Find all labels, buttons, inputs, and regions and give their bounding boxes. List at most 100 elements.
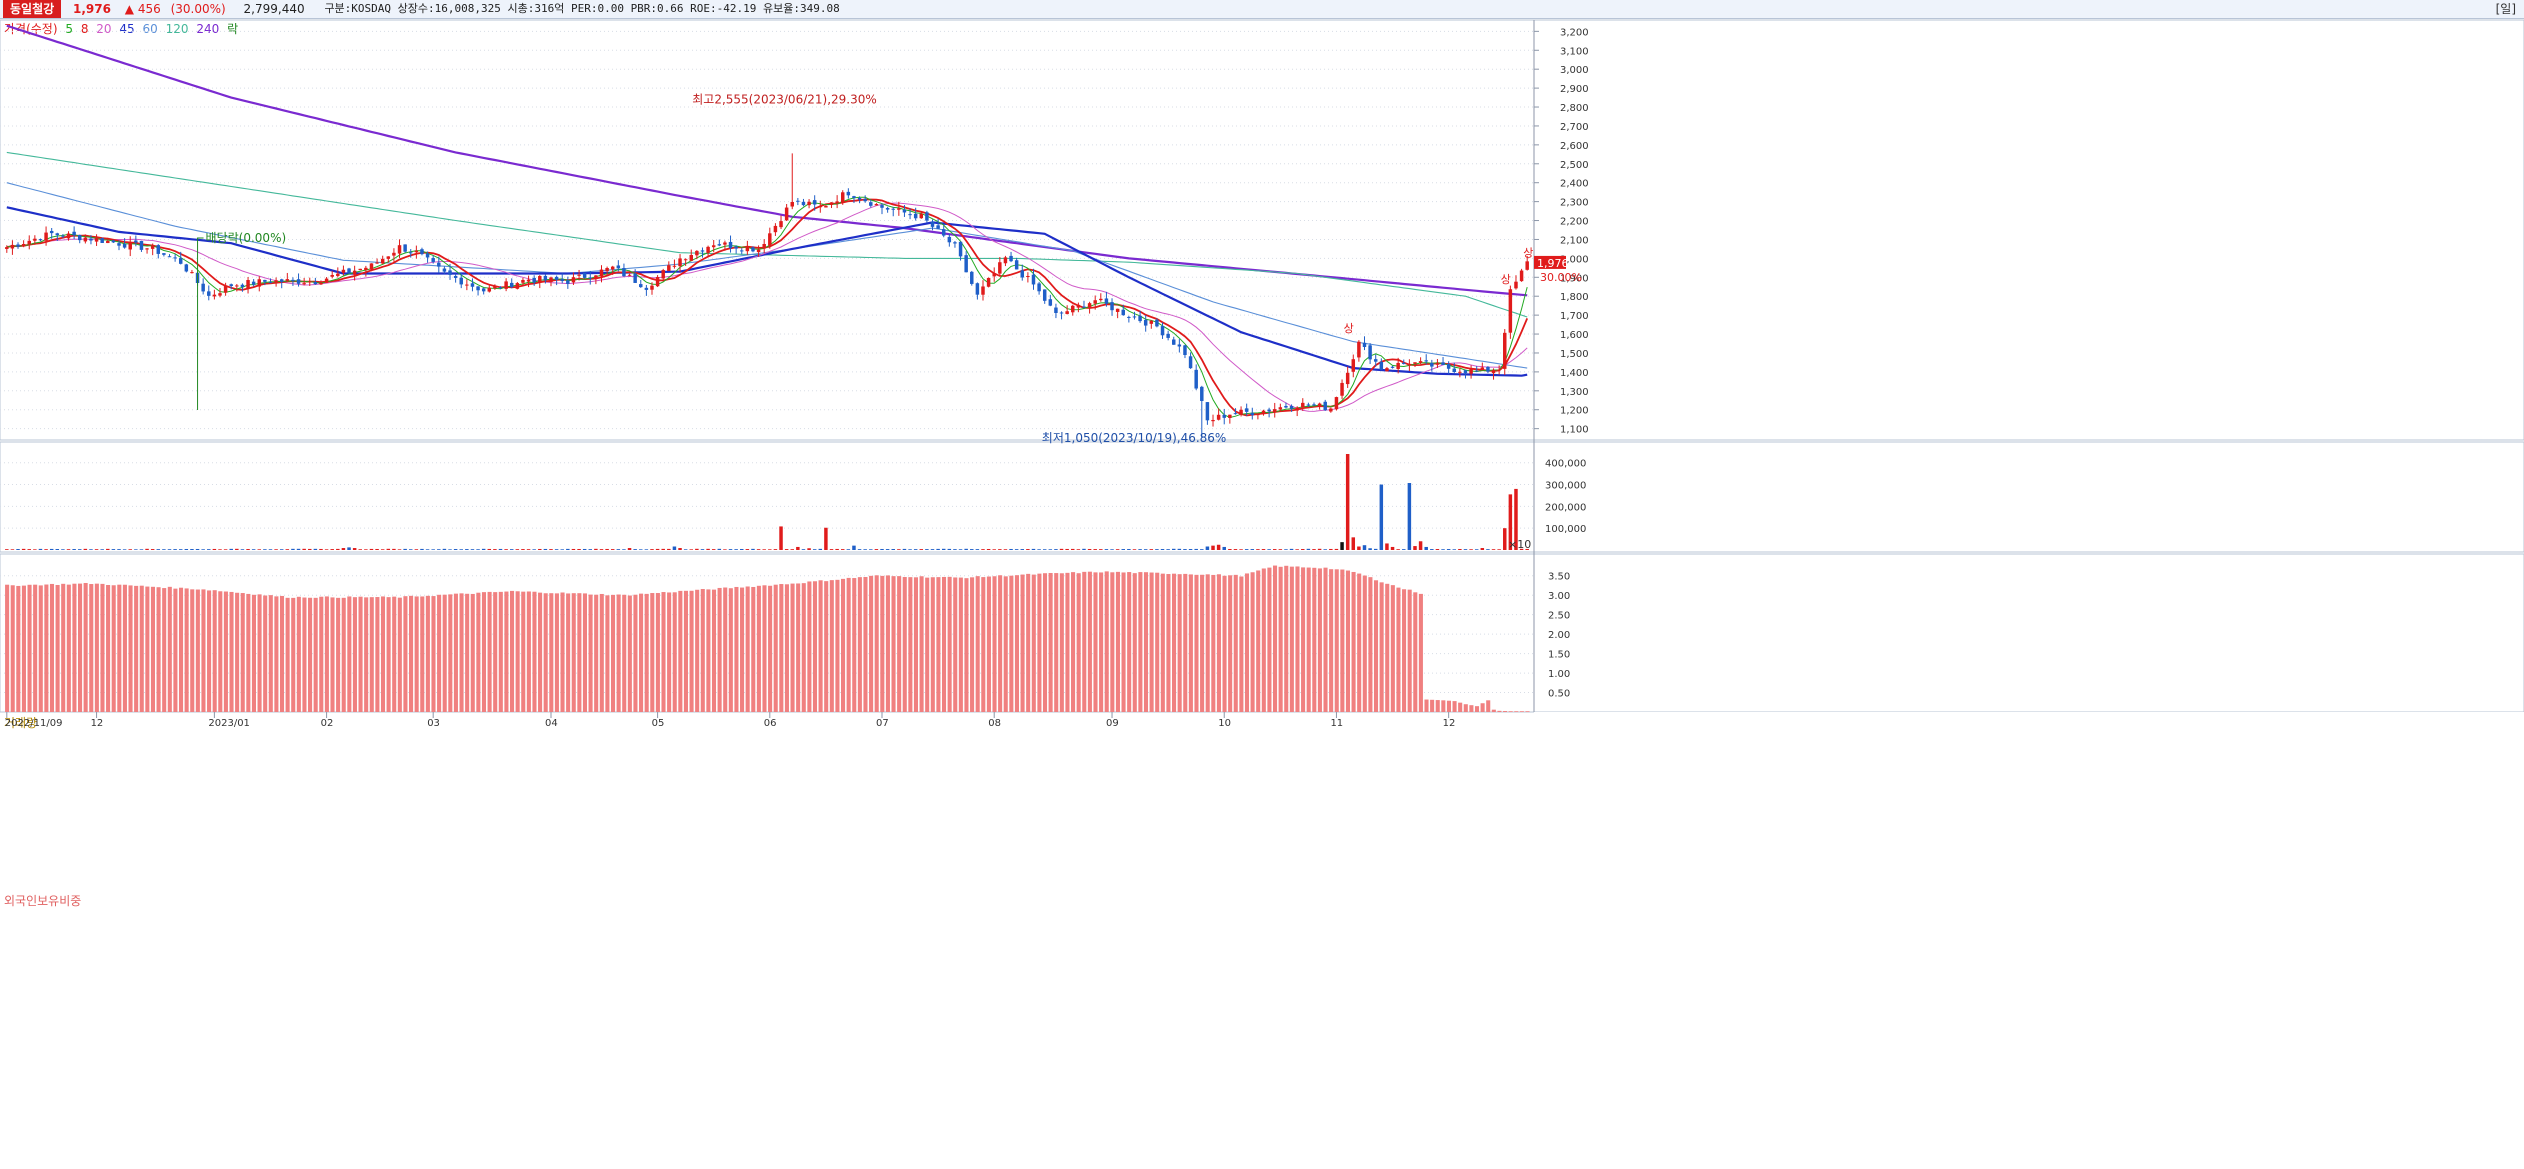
- candle-body: [1413, 362, 1417, 364]
- candle: [1222, 408, 1226, 425]
- foreign-bar: [201, 589, 206, 712]
- legend-ma-20[interactable]: 20: [96, 22, 112, 36]
- volume-bar: [5, 549, 9, 550]
- foreign-bar: [184, 588, 189, 712]
- foreign-bar: [369, 597, 374, 712]
- candle-body: [869, 202, 873, 206]
- candle: [1329, 407, 1333, 413]
- volume-bar: [919, 549, 924, 550]
- foreign-bar: [414, 596, 419, 712]
- candle: [1519, 268, 1524, 282]
- foreign-bar: [953, 577, 958, 712]
- foreign-bar: [409, 595, 414, 712]
- foreign-bar: [1413, 592, 1418, 712]
- foreign-bar: [504, 591, 509, 712]
- candle: [762, 239, 766, 254]
- candle: [448, 263, 452, 280]
- candle: [83, 234, 88, 244]
- legend-ma-8[interactable]: 8: [80, 22, 89, 36]
- foreign-bar: [667, 592, 672, 712]
- stock-name[interactable]: 동일철강: [3, 0, 62, 18]
- volume-bar: [644, 549, 649, 550]
- candle: [21, 240, 26, 248]
- candle-body: [706, 246, 710, 253]
- candle-body: [521, 279, 525, 283]
- volume-bar: [1099, 549, 1103, 550]
- foreign-bar: [1334, 569, 1339, 712]
- foreign-bar: [218, 591, 223, 712]
- ma-line-60: [6, 182, 1528, 369]
- candle-body: [27, 240, 31, 245]
- candle-body: [1261, 410, 1266, 414]
- limit-up-marks: 상상상: [1344, 246, 1534, 335]
- legend-ma-120[interactable]: 120: [165, 22, 189, 36]
- candle-body: [369, 263, 374, 270]
- candle-body: [420, 249, 424, 255]
- legend-ma-5[interactable]: 5: [65, 22, 73, 36]
- candle: [812, 195, 817, 211]
- foreign-bar: [852, 578, 857, 712]
- candle: [481, 287, 486, 295]
- candle-body: [840, 192, 845, 203]
- change-percent: (30.00%): [170, 2, 226, 16]
- foreign-bar: [1508, 711, 1513, 712]
- volume-bar: [223, 549, 228, 550]
- candle-body: [975, 283, 980, 295]
- legend-dividend[interactable]: 락: [227, 22, 239, 36]
- foreign-bar: [992, 576, 997, 712]
- x-tick-label: 04: [545, 718, 558, 729]
- foreign-bar: [89, 584, 94, 712]
- candle: [437, 256, 441, 273]
- foreign-bar: [1278, 566, 1283, 712]
- candle: [857, 196, 862, 204]
- candle-body: [1256, 414, 1260, 416]
- candle: [846, 188, 851, 199]
- candle-body: [1407, 364, 1412, 366]
- candle-body: [223, 285, 228, 293]
- candle: [667, 261, 671, 271]
- candle: [319, 280, 323, 285]
- volume-bar: [106, 548, 110, 550]
- foreign-bar: [1503, 711, 1508, 712]
- legend-ma-45[interactable]: 45: [119, 22, 135, 36]
- volume-bar: [201, 549, 205, 550]
- price-tick-label: 1,200: [1560, 406, 1589, 417]
- candle-body: [1138, 315, 1142, 322]
- volume-bar: [582, 548, 587, 550]
- candle-body: [740, 250, 744, 252]
- candle-body: [532, 277, 536, 283]
- candle-body: [711, 245, 716, 248]
- legend-ma-60[interactable]: 60: [142, 22, 158, 36]
- candle: [1345, 366, 1350, 388]
- candle-body: [1486, 366, 1490, 372]
- candle: [1003, 255, 1008, 267]
- volume-bar: [145, 548, 149, 550]
- volume-bar: [526, 549, 531, 550]
- volume-bar: [1261, 549, 1266, 550]
- candle: [953, 240, 957, 248]
- volume-bar: [633, 549, 637, 550]
- foreign-bar: [773, 584, 778, 712]
- foreign-bar: [947, 576, 952, 712]
- price-tick-label: 2,100: [1560, 235, 1589, 246]
- x-tick-label: 05: [652, 718, 665, 729]
- candle-body: [44, 232, 48, 241]
- candle-body: [229, 284, 233, 286]
- foreign-bar: [538, 592, 543, 712]
- candle-body: [1244, 408, 1249, 412]
- foreign-bar: [1351, 571, 1356, 712]
- candle-body: [1503, 332, 1507, 369]
- period-button[interactable]: [일]: [2495, 2, 2516, 16]
- candle: [16, 242, 20, 249]
- volume-bar: [1284, 549, 1288, 550]
- candle: [717, 239, 722, 247]
- candle-body: [1031, 274, 1036, 285]
- legend-ma-240[interactable]: 240: [196, 22, 220, 36]
- candle: [1160, 322, 1165, 339]
- foreign-bar: [420, 596, 425, 712]
- candle-body: [970, 271, 974, 284]
- candle-body: [577, 274, 581, 276]
- foreign-bar: [1211, 574, 1216, 712]
- foreign-bar: [117, 584, 122, 712]
